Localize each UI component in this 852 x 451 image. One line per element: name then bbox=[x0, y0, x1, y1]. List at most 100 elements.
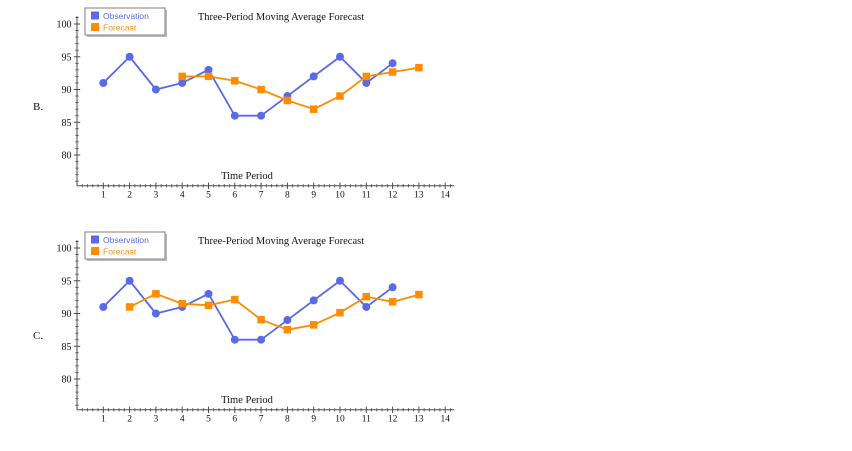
y-tick-label: 80 bbox=[62, 375, 72, 386]
forecast-point bbox=[388, 298, 397, 306]
x-tick-label: 14 bbox=[440, 190, 450, 200]
observation-legend-label: Observation bbox=[103, 235, 149, 245]
observation-point bbox=[309, 296, 318, 305]
x-tick-label: 9 bbox=[311, 414, 316, 424]
forecast-point bbox=[231, 77, 239, 85]
observation-point bbox=[283, 316, 292, 325]
x-tick-label: 9 bbox=[311, 190, 316, 200]
chart-title: Three-Period Moving Average Forecast bbox=[198, 12, 364, 23]
x-tick-label: 14 bbox=[440, 414, 450, 424]
x-tick-label: 11 bbox=[362, 414, 371, 424]
x-tick-label: 4 bbox=[180, 190, 185, 200]
observation-point bbox=[204, 65, 213, 74]
forecast-point bbox=[231, 295, 239, 304]
forecast-legend-swatch bbox=[91, 247, 99, 255]
observation-point bbox=[257, 335, 266, 344]
x-tick-label: 2 bbox=[127, 414, 132, 424]
forecast-point bbox=[204, 72, 213, 81]
chart-b: 1 2 3 4 5 6 7 8 9 10 11 12 13 1480859095100Three-Peri… bbox=[57, 7, 455, 200]
x-tick-label: 6 bbox=[232, 190, 237, 200]
x-tick-label: 1 bbox=[101, 190, 106, 200]
observation-point bbox=[309, 72, 318, 81]
forecast-point bbox=[178, 72, 186, 81]
x-tick-label: 5 bbox=[206, 190, 211, 200]
y-tick-label: 90 bbox=[62, 309, 72, 320]
forecast-line bbox=[182, 66, 420, 111]
forecast-point bbox=[362, 292, 371, 301]
forecast-point bbox=[283, 325, 292, 334]
observation-point bbox=[336, 52, 344, 61]
x-tick-label: 7 bbox=[259, 190, 264, 200]
forecast-point bbox=[362, 72, 371, 81]
forecast-point bbox=[178, 299, 186, 308]
observation-point bbox=[388, 59, 397, 68]
forecast-point bbox=[204, 301, 213, 310]
y-tick-label: 95 bbox=[62, 276, 72, 287]
forecast-point bbox=[388, 68, 397, 76]
x-tick-label: 1 bbox=[101, 414, 106, 424]
y-tick-label: 100 bbox=[57, 20, 72, 31]
option-label-c: C. bbox=[33, 330, 44, 342]
x-tick-label: 6 bbox=[232, 414, 237, 424]
observation-point bbox=[336, 276, 344, 285]
observation-line bbox=[102, 55, 394, 117]
observation-legend-swatch bbox=[91, 11, 99, 20]
x-minor-ticks bbox=[81, 408, 451, 412]
forecast-point bbox=[152, 290, 160, 298]
x-tick-label: 3 bbox=[154, 414, 159, 424]
y-tick-label: 100 bbox=[57, 244, 72, 255]
y-tick-label: 85 bbox=[62, 118, 72, 129]
forecast-legend-label: Forecast bbox=[103, 246, 137, 256]
x-tick-label: 12 bbox=[388, 190, 398, 200]
observation-point bbox=[151, 85, 160, 94]
y-tick-label: 90 bbox=[62, 85, 72, 96]
observation-point bbox=[125, 52, 134, 61]
x-minor-ticks bbox=[81, 184, 451, 188]
y-minor-ticks bbox=[75, 17, 79, 182]
forecast-point bbox=[257, 315, 265, 324]
x-tick-label: 13 bbox=[414, 190, 424, 200]
forecast-point bbox=[309, 105, 318, 113]
chart-title: Three-Period Moving Average Forecast bbox=[198, 236, 364, 247]
y-tick-label: 80 bbox=[62, 151, 72, 162]
observation-point bbox=[388, 283, 397, 292]
observation-point bbox=[230, 111, 239, 120]
x-tick-label: 10 bbox=[335, 414, 345, 424]
x-tick-label: 5 bbox=[206, 414, 211, 424]
forecast-line bbox=[129, 292, 420, 331]
x-tick-label: 3 bbox=[154, 190, 159, 200]
y-minor-ticks bbox=[75, 241, 79, 406]
x-axis-label: Time Period bbox=[221, 395, 274, 406]
chart-c: 1 2 3 4 5 6 7 8 9 10 11 12 13 1480859095100Three-Peri… bbox=[57, 231, 455, 424]
x-tick-label: 11 bbox=[362, 190, 371, 200]
observation-point bbox=[362, 302, 371, 311]
observation-legend-label: Observation bbox=[103, 11, 149, 21]
observation-point bbox=[125, 276, 134, 285]
forecast-legend-swatch bbox=[91, 23, 99, 31]
x-tick-label: 4 bbox=[180, 414, 185, 424]
x-tick-label: 12 bbox=[388, 414, 398, 424]
x-tick-label: 7 bbox=[259, 414, 264, 424]
x-tick-label: 10 bbox=[335, 190, 345, 200]
observation-line bbox=[102, 279, 394, 341]
x-tick-label: 2 bbox=[127, 190, 132, 200]
forecast-point bbox=[336, 92, 344, 100]
observation-point bbox=[257, 111, 266, 120]
x-tick-label: 8 bbox=[285, 190, 290, 200]
forecast-point bbox=[415, 290, 423, 299]
y-tick-label: 95 bbox=[62, 52, 72, 63]
option-label-b: B. bbox=[33, 101, 44, 113]
x-axis-label: Time Period bbox=[221, 171, 274, 182]
forecast-point bbox=[283, 96, 292, 105]
observation-point bbox=[230, 335, 239, 344]
observation-point bbox=[362, 78, 371, 87]
x-tick-label: 8 bbox=[285, 414, 290, 424]
observation-point bbox=[99, 78, 108, 87]
forecast-point bbox=[309, 321, 318, 329]
observation-point bbox=[178, 78, 187, 87]
x-tick-label: 13 bbox=[414, 414, 424, 424]
forecast-point bbox=[336, 308, 344, 317]
